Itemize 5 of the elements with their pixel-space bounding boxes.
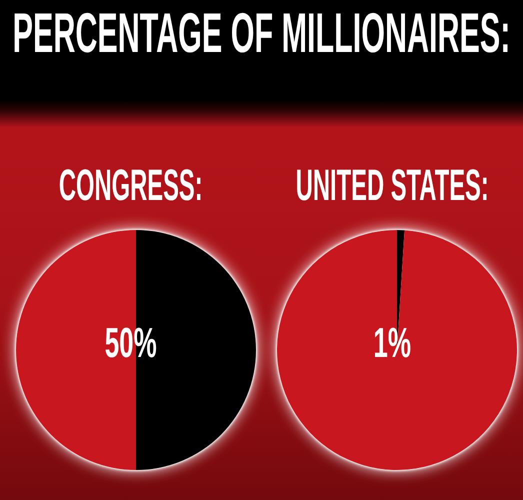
chart-subtitle: CONGRESS: xyxy=(58,161,203,210)
chart-subtitle: UNITED STATES: xyxy=(296,161,489,210)
pie-slice xyxy=(277,230,518,470)
text: 1% xyxy=(373,320,412,367)
chart-title: PERCENTAGE OF MILLIONAIRES: xyxy=(12,1,510,64)
